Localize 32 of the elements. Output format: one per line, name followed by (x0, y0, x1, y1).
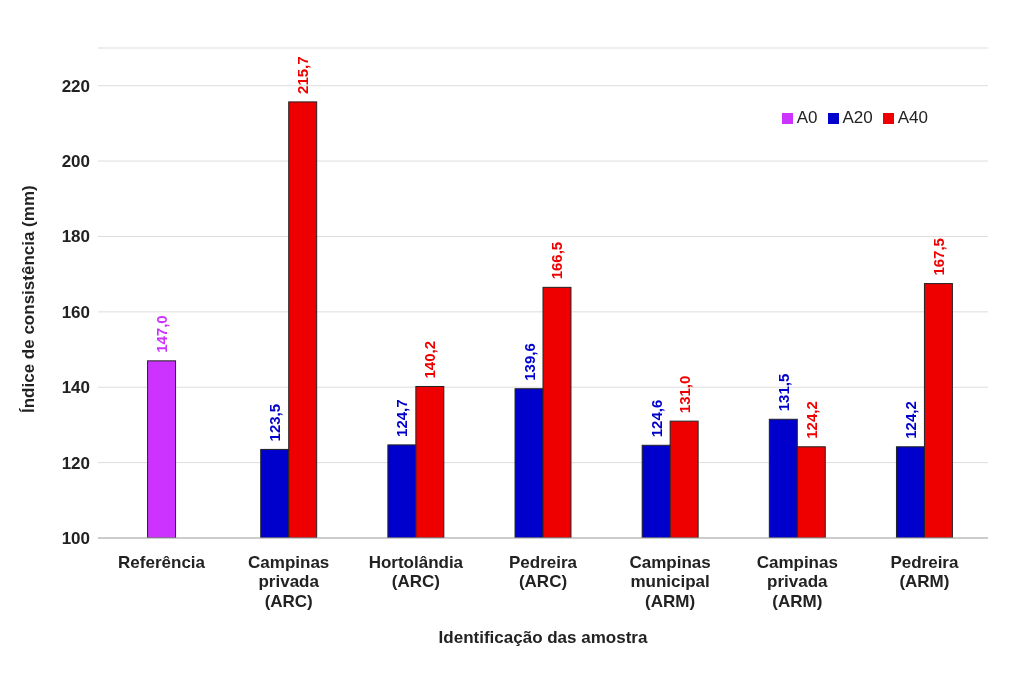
data-label: 123,5 (266, 403, 284, 442)
y-tick-label: 100 (61, 529, 90, 549)
y-tick-label: 160 (61, 302, 90, 322)
data-label: 124,6 (647, 399, 665, 438)
data-label: 147,0 (153, 315, 171, 353)
data-label: 124,7 (393, 399, 411, 437)
x-tick-label: Pedreira (ARM) (890, 552, 959, 592)
legend-label: A40 (897, 108, 928, 127)
x-tick-label: Pedreira (ARC) (508, 552, 578, 592)
legend-label: A0 (796, 108, 818, 127)
data-label: 124,2 (901, 401, 919, 439)
data-label: 131,5 (774, 373, 792, 412)
data-label: 215,7 (294, 56, 312, 94)
data-label: 167,5 (929, 238, 947, 276)
data-label: 140,2 (421, 340, 439, 379)
y-tick-label: 140 (61, 378, 90, 398)
y-tick-label: 120 (61, 453, 90, 473)
data-label: 131,0 (675, 375, 693, 414)
data-label: 166,5 (548, 241, 566, 280)
x-tick-label: Campinas privada (ARC) (248, 552, 330, 611)
y-tick-label: 220 (61, 76, 90, 96)
x-tick-label: Hortolândia (ARC) (368, 552, 464, 592)
legend-label: A20 (842, 108, 873, 127)
x-tick-label: Campinas municipal (ARM) (629, 552, 711, 611)
x-tick-label: Referência (118, 552, 206, 572)
y-tick-label: 180 (61, 227, 90, 247)
x-axis-title: Identificação das amostra (438, 628, 648, 647)
x-tick-label: Campinas privada (ARM) (756, 552, 838, 611)
y-tick-label: 200 (61, 152, 90, 172)
data-label: 139,6 (520, 343, 538, 381)
y-axis-title: Índice de consistência (mm) (19, 185, 39, 413)
data-label: 124,2 (802, 401, 820, 439)
